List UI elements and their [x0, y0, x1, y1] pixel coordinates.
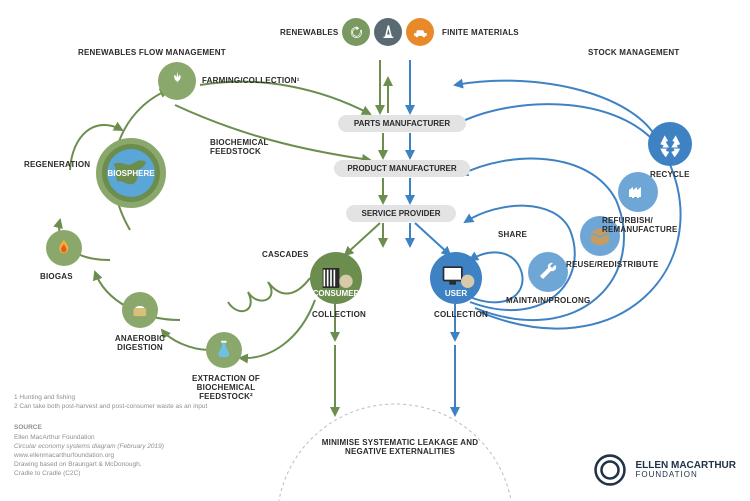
farming-icon — [158, 62, 196, 100]
biosphere-node: BIOSPHERE — [96, 138, 166, 208]
box-parts: PARTS MANUFACTURER — [338, 115, 466, 132]
extraction-icon — [206, 332, 242, 368]
biogas-label: BIOGAS — [40, 272, 73, 281]
refurbish-label: REFURBISH/ REMANUFACTURE — [602, 216, 682, 234]
connections-svg — [0, 0, 750, 501]
bottom-sink-label: MINIMISE SYSTEMATIC LEAKAGE AND NEGATIVE… — [320, 438, 480, 456]
logo-line2: FOUNDATION — [635, 471, 736, 479]
source-2: Circular economy systems diagram (Februa… — [14, 443, 164, 452]
source-4: Drawing based on Braungart & McDonough, — [14, 461, 142, 470]
anaerobic-icon — [122, 292, 158, 328]
extraction-label: EXTRACTION OF BIOCHEMICAL FEEDSTOCK² — [178, 374, 274, 401]
maintain-label: MAINTAIN/PROLONG — [506, 296, 590, 305]
collection-l-label: COLLECTION — [312, 310, 366, 319]
title-right: STOCK MANAGEMENT — [588, 48, 680, 57]
box-service: SERVICE PROVIDER — [346, 205, 456, 222]
emf-logo: ELLEN MACARTHUR FOUNDATION — [593, 453, 736, 487]
source-1: Ellen MacArthur Foundation — [14, 434, 95, 443]
box-product: PRODUCT MANUFACTURER — [334, 160, 470, 177]
renewables-icon — [342, 18, 370, 46]
user-label: USER — [445, 289, 467, 298]
footnote-2: 2 Can take both post-harvest and post-co… — [14, 403, 207, 412]
mining-truck-icon — [406, 18, 434, 46]
share-label: SHARE — [498, 230, 527, 239]
biosphere-label: BIOSPHERE — [107, 169, 154, 178]
regeneration-label: REGENERATION — [24, 160, 90, 169]
source-3: www.ellenmacarthurfoundation.org — [14, 452, 114, 461]
maintain-icon — [528, 252, 568, 292]
reuse-label: REUSE/REDISTRIBUTE — [566, 260, 659, 269]
source-title: SOURCE — [14, 424, 42, 433]
farming-label: FARMING/COLLECTION¹ — [202, 76, 300, 85]
recycle-label: RECYCLE — [650, 170, 690, 179]
oil-rig-icon — [374, 18, 402, 46]
consumer-node: CONSUMER — [310, 252, 362, 304]
biochemical-label: BIOCHEMICAL FEEDSTOCK — [210, 138, 280, 156]
cascades-label: CASCADES — [262, 250, 309, 259]
hdr-finite-label: FINITE MATERIALS — [442, 28, 519, 37]
hdr-renewables-label: RENEWABLES — [280, 28, 338, 37]
anaerobic-label: ANAEROBIC DIGESTION — [100, 334, 180, 352]
recycle-icon — [648, 122, 692, 166]
footnote-1: 1 Hunting and fishing — [14, 394, 75, 403]
collection-r-label: COLLECTION — [434, 310, 488, 319]
biogas-icon — [46, 230, 82, 266]
source-5: Cradle to Cradle (C2C) — [14, 470, 80, 479]
title-left: RENEWABLES FLOW MANAGEMENT — [78, 48, 226, 57]
diagram-root: RENEWABLES FINITE MATERIALS RENEWABLES F… — [0, 0, 750, 501]
user-node: USER — [430, 252, 482, 304]
consumer-label: CONSUMER — [313, 289, 360, 298]
